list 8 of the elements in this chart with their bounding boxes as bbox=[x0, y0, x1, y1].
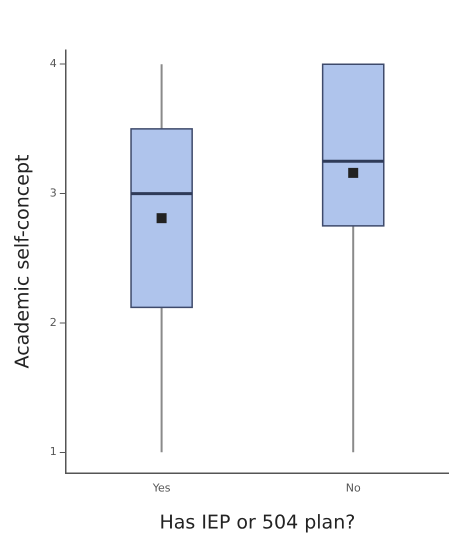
y-tick-label: 4 bbox=[50, 57, 57, 70]
x-tick-label: No bbox=[346, 481, 361, 494]
y-axis-title: Academic self-concept bbox=[11, 154, 34, 368]
x-tick-label: Yes bbox=[152, 481, 171, 494]
y-tick-label: 1 bbox=[50, 445, 57, 458]
y-tick-label: 2 bbox=[50, 316, 57, 329]
x-axis-title: Has IEP or 504 plan? bbox=[159, 512, 356, 534]
y-tick-label: 3 bbox=[50, 186, 57, 200]
